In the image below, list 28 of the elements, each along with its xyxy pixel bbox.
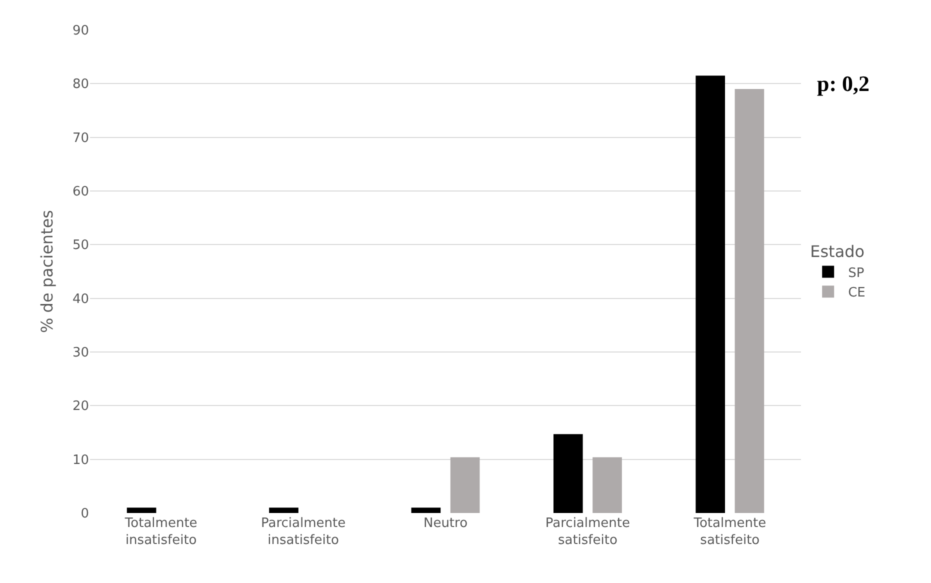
- y-tick-label: 80: [72, 77, 89, 92]
- y-axis-title: % de pacientes: [37, 210, 56, 334]
- x-tick-label: Totalmente insatisfeito: [124, 516, 198, 548]
- bar: [592, 457, 622, 513]
- y-tick-label: 20: [72, 399, 89, 414]
- legend-label: CE: [848, 286, 866, 301]
- y-tick-label: 60: [72, 184, 89, 200]
- y-tick-label: 40: [72, 292, 89, 307]
- legend-title: Estado: [810, 242, 865, 261]
- bar: [553, 434, 583, 513]
- y-tick-label: 0: [80, 506, 89, 522]
- bar: [734, 89, 764, 513]
- bar: [269, 508, 298, 513]
- bar: [450, 457, 480, 513]
- bar: [696, 76, 726, 513]
- legend-label: SP: [848, 266, 864, 281]
- x-tick-label: Parcialmente satisfeito: [545, 516, 630, 548]
- text: p: 0,2: [817, 71, 870, 96]
- x-tick-label: Parcialmente insatisfeito: [260, 516, 346, 548]
- bar: [126, 508, 156, 513]
- x-tick-label: Totalmente satisfeito: [692, 516, 766, 548]
- y-tick-label: 10: [72, 452, 89, 468]
- y-tick-label: 90: [72, 24, 89, 39]
- y-tick-label: 70: [72, 130, 89, 146]
- x-tick-label: Neutro: [423, 516, 468, 531]
- bar: [411, 508, 441, 513]
- y-tick-label: 50: [72, 238, 89, 254]
- y-tick-label: 30: [72, 346, 89, 361]
